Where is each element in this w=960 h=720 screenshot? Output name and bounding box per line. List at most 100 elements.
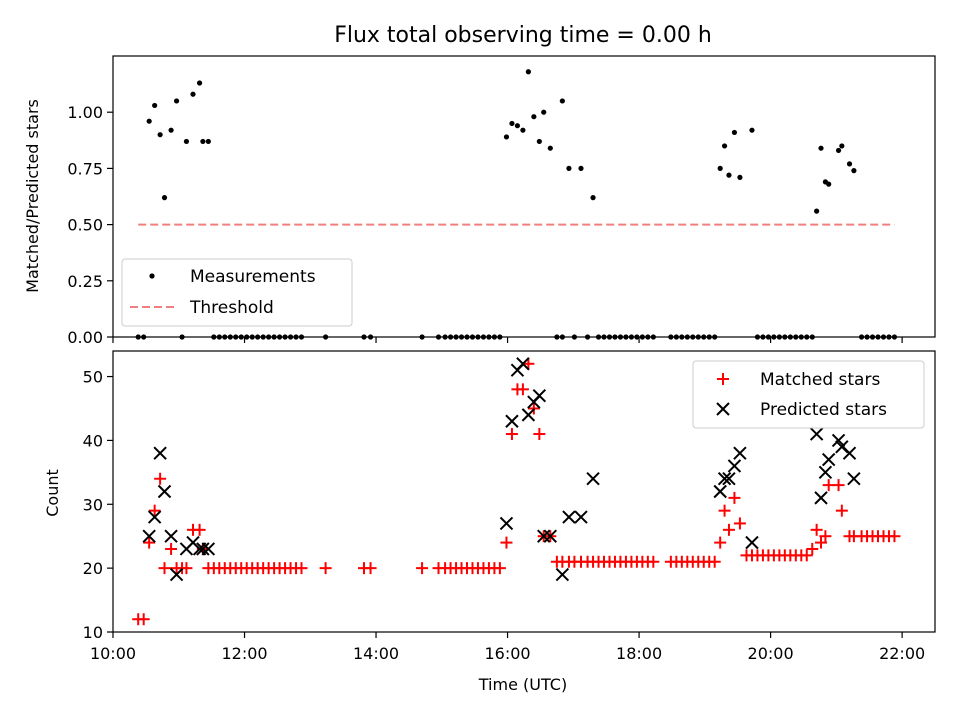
predicted-star-point	[745, 535, 759, 550]
measurement-point	[717, 165, 723, 171]
measurement-point	[514, 123, 521, 129]
top-axes: Flux total observing time = 0.00 h 0.00 0…	[23, 23, 936, 347]
measurement-point	[173, 98, 180, 104]
top-legend: Measurements Threshold	[121, 258, 353, 327]
matched-star-point	[516, 383, 529, 396]
measurement-point	[200, 138, 206, 145]
matched-star-point	[165, 542, 178, 555]
legend-matched-label: Matched stars	[760, 370, 880, 390]
matched-star-point	[493, 562, 506, 575]
predicted-star-point	[157, 484, 172, 499]
predicted-star-point	[499, 516, 514, 531]
bottom-x-tick-label: 16:00	[485, 644, 531, 663]
predicted-star-point	[842, 446, 857, 460]
matched-star-point	[180, 562, 193, 575]
matched-star-point	[148, 504, 161, 517]
matched-star-point	[810, 523, 823, 536]
measurement-point	[146, 118, 152, 124]
matched-star-point	[158, 562, 171, 575]
predicted-star-point	[847, 472, 861, 486]
predicted-star-point	[562, 510, 576, 524]
top-y-tick-label: 0.50	[67, 216, 103, 235]
matched-star-point	[500, 536, 513, 549]
predicted-star-point	[713, 484, 727, 499]
predicted-star-point	[814, 491, 828, 505]
measurement-point	[578, 165, 584, 171]
matched-star-point	[835, 504, 848, 517]
predicted-star-point	[516, 357, 530, 371]
matched-star-point	[647, 555, 660, 568]
measurement-point	[205, 138, 211, 145]
legend-predicted-marker	[716, 402, 730, 416]
predicted-star-point	[717, 472, 732, 486]
measurement-point	[814, 208, 820, 214]
legend-threshold-label: Threshold	[189, 298, 274, 318]
bottom-legend-box	[692, 360, 925, 429]
predicted-star-point	[821, 452, 836, 467]
bottom-axes: 10 20 30 40 50 10:00 12:00 14:00 16:00 18:00 20:0…	[43, 350, 936, 694]
legend-measurements-marker	[149, 273, 155, 279]
matched-star-point	[143, 536, 156, 549]
predicted-star-point	[164, 529, 178, 543]
measurement-point	[559, 98, 565, 104]
top-y-tick-label: 1.00	[67, 103, 103, 122]
matched-star-point	[137, 613, 150, 626]
matched-star-point	[714, 536, 727, 549]
predicted-star-point	[201, 542, 216, 556]
predicted-star-point	[818, 465, 833, 480]
measurement-point	[541, 109, 547, 115]
matched-star-point	[819, 530, 832, 543]
top-y-tick-label: 0.75	[67, 159, 103, 178]
measurement-point	[726, 172, 732, 178]
top-plot-frame	[112, 55, 936, 338]
matched-star-point	[364, 562, 377, 575]
bottom-x-tick-label: 14:00	[353, 644, 399, 663]
matched-star-point	[319, 562, 332, 575]
matched-star-point	[533, 428, 546, 441]
bottom-y-tick-label: 40	[83, 431, 103, 450]
bottom-legend: Matched stars Predicted stars	[692, 360, 925, 429]
top-chart-title: Flux total observing time = 0.00 h	[334, 23, 712, 48]
measurement-point	[547, 145, 553, 151]
matched-star-point	[522, 357, 535, 370]
matched-star-point	[800, 549, 813, 562]
matched-star-point	[708, 555, 721, 568]
predicted-star-point	[505, 414, 519, 428]
matched-star-point	[733, 517, 746, 530]
measurement-point	[846, 161, 853, 167]
matched-star-point	[193, 523, 206, 536]
measurement-point	[536, 138, 542, 145]
matched-star-point	[722, 523, 735, 536]
measurement-point	[721, 143, 728, 149]
measurement-point	[161, 195, 168, 201]
bottom-x-axis-label: Time (UTC)	[478, 675, 567, 694]
measurement-point	[590, 195, 596, 201]
predicted-star-point	[809, 427, 824, 441]
top-legend-box	[121, 258, 353, 327]
predicted-star-point	[147, 510, 162, 524]
predicted-star-point	[543, 529, 558, 543]
legend-matched-marker	[717, 373, 729, 385]
bottom-y-tick-label: 20	[83, 559, 103, 578]
matched-star-point	[815, 536, 828, 549]
measurement-point	[731, 129, 738, 136]
measurement-point	[749, 127, 755, 133]
top-y-tick-label: 0.25	[67, 272, 103, 291]
predicted-star-point	[532, 388, 547, 403]
matched-star-point	[888, 530, 901, 543]
predicted-star-point	[574, 510, 588, 524]
measurement-point	[835, 147, 842, 154]
measurement-point	[520, 127, 526, 133]
measurement-point	[509, 120, 515, 127]
matched-star-point	[832, 479, 845, 492]
predicted-star-point	[521, 408, 536, 422]
bottom-x-tick-label: 20:00	[748, 644, 794, 663]
predicted-star-point	[722, 472, 736, 486]
predicted-star-point	[831, 433, 846, 448]
measurement-point	[196, 80, 203, 86]
predicted-star-point	[153, 446, 167, 460]
measurement-point	[737, 174, 743, 180]
matched-star-point	[718, 504, 731, 517]
measurement-point	[525, 69, 531, 75]
measurement-point	[190, 91, 196, 97]
